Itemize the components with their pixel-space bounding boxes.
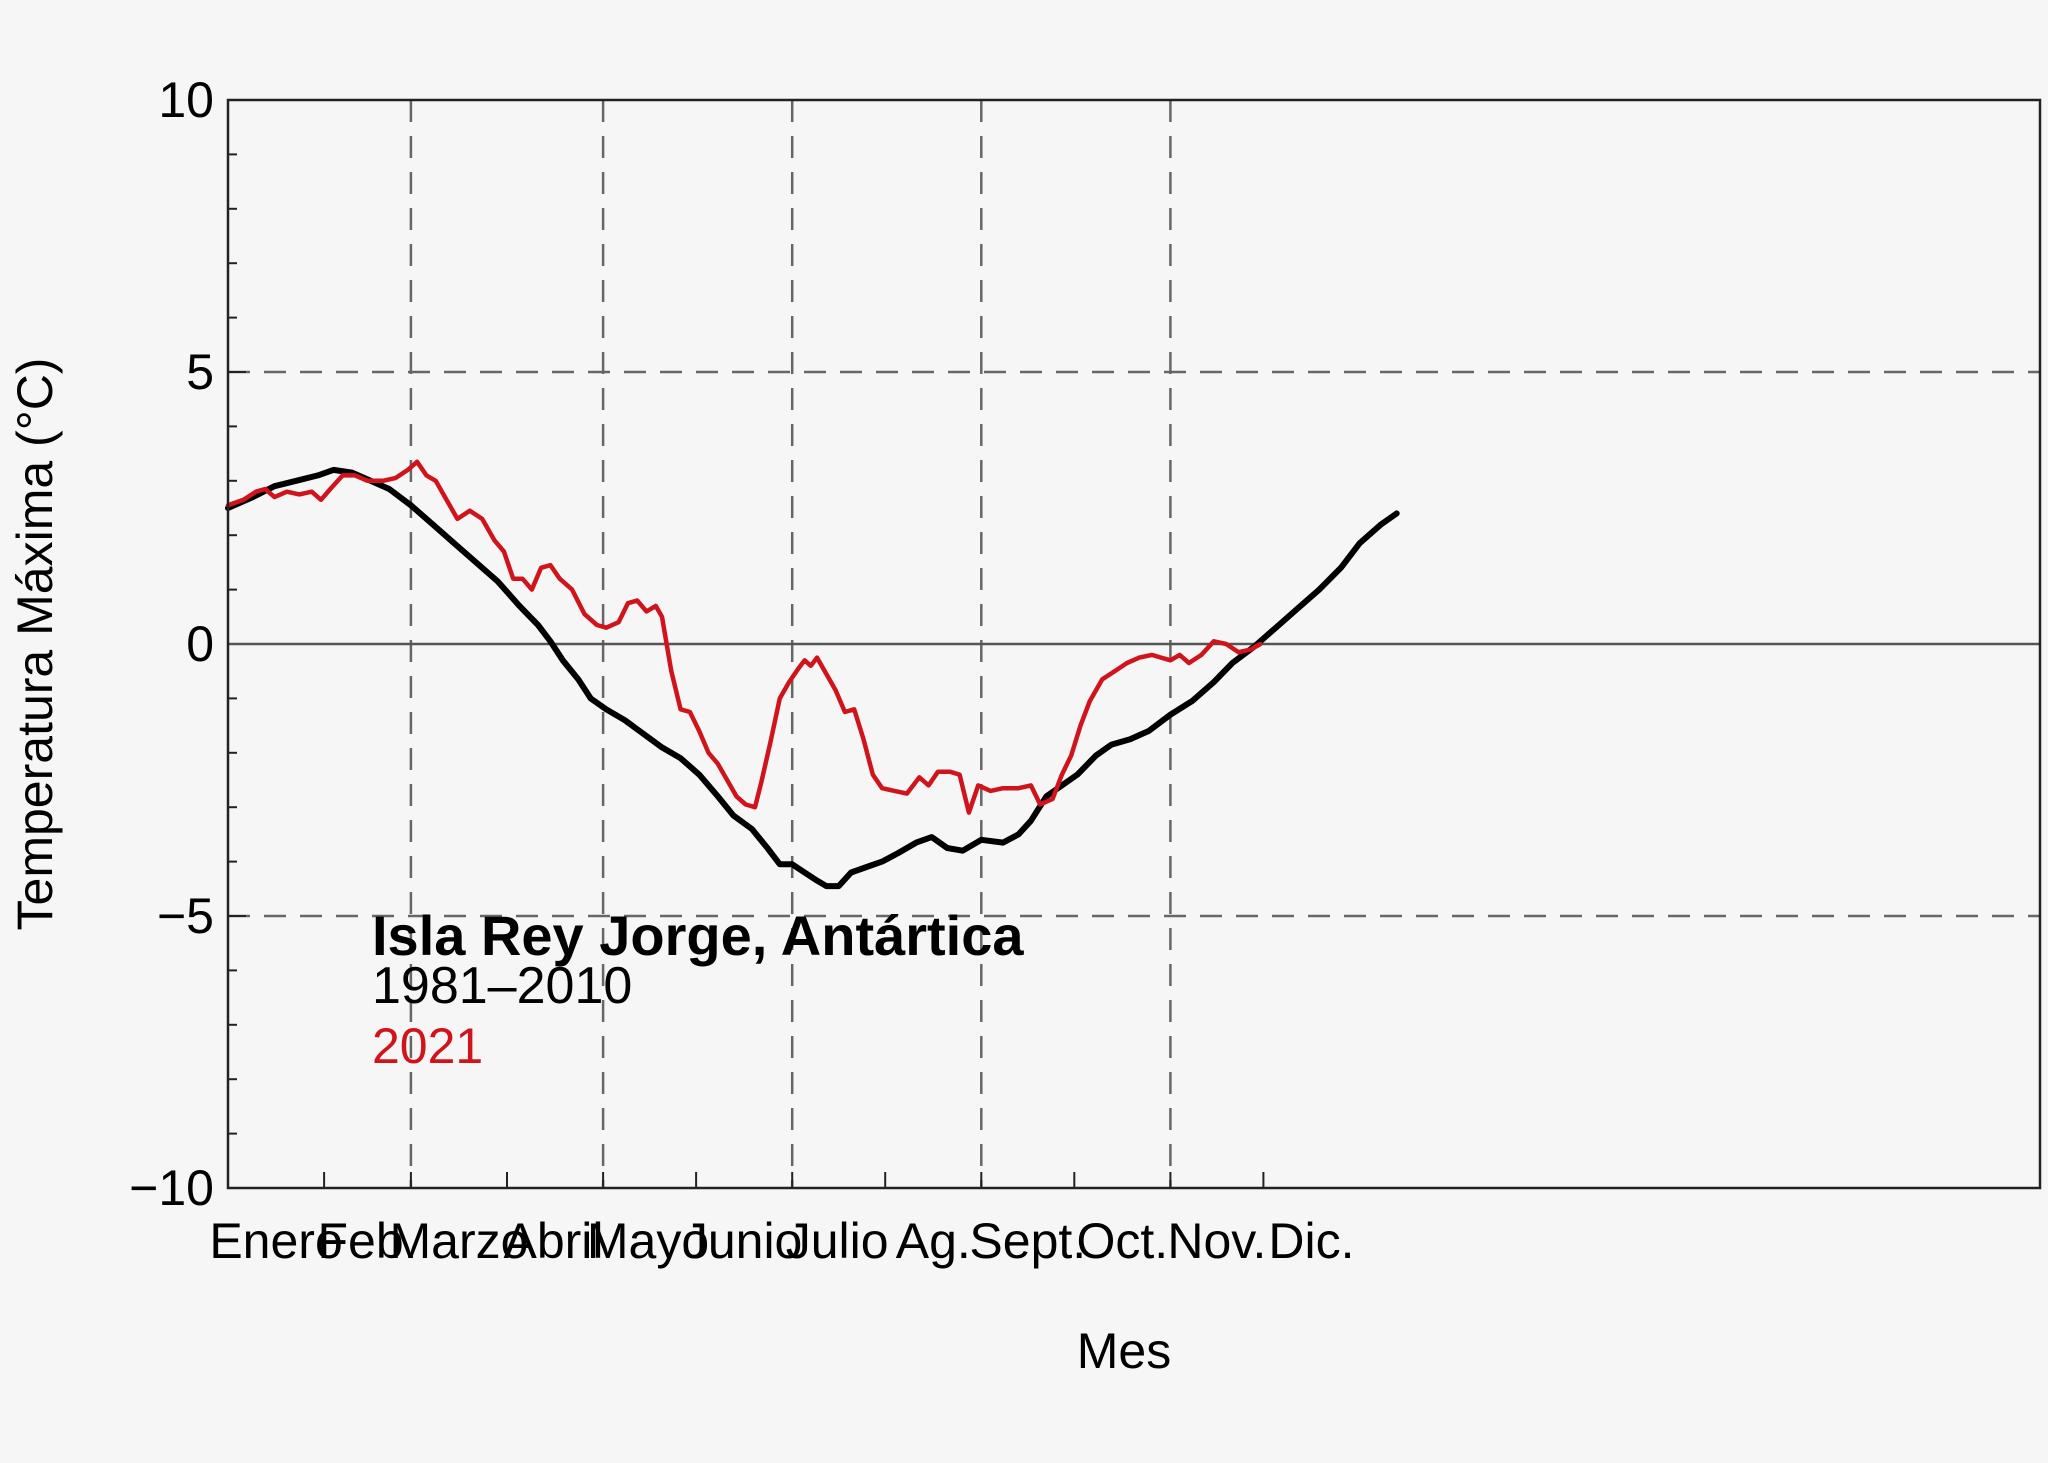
x-month-label: Oct. bbox=[1077, 1213, 1169, 1269]
x-month-label: Nov. bbox=[1167, 1213, 1266, 1269]
station-title: Isla Rey Jorge, Antártica bbox=[372, 904, 1024, 967]
x-month-label: Julio bbox=[786, 1213, 889, 1269]
series-lines bbox=[225, 459, 1400, 890]
y-tick-label: 5 bbox=[186, 344, 214, 400]
y-axis-title: Temperatura Máxima (°C) bbox=[7, 358, 63, 931]
axis-ticks bbox=[228, 99, 1265, 1189]
x-month-label: Marzo bbox=[389, 1213, 528, 1269]
y-tick-label: −5 bbox=[157, 888, 214, 944]
y-tick-label: −10 bbox=[129, 1160, 214, 1216]
x-month-label: Feb. bbox=[317, 1213, 417, 1269]
baseline-series-line bbox=[225, 466, 1400, 890]
x-month-label: Junio bbox=[683, 1213, 803, 1269]
legend-baseline-label: 1981–2010 bbox=[372, 957, 632, 1015]
x-month-label: Sept. bbox=[969, 1213, 1086, 1269]
legend-annotation: Isla Rey Jorge, Antártica 1981–2010 2021 bbox=[372, 904, 1024, 1074]
year-2021-series-line bbox=[225, 459, 1263, 815]
x-month-label: Mayo bbox=[587, 1213, 709, 1269]
x-month-label: Ag. bbox=[896, 1213, 971, 1269]
legend-year-label: 2021 bbox=[372, 1018, 483, 1074]
plot-frame bbox=[226, 98, 2042, 1190]
x-month-label: Dic. bbox=[1268, 1213, 1354, 1269]
tick-labels: 10 5 0 −5 −10EneroFeb.MarzoAbrilMayoJunioJul… bbox=[129, 72, 1354, 1269]
x-month-label: Abril bbox=[503, 1213, 603, 1269]
y-tick-label: 0 bbox=[186, 616, 214, 672]
x-month-label: Enero bbox=[209, 1213, 342, 1269]
y-tick-label: 10 bbox=[158, 72, 214, 128]
x-axis-title: Mes bbox=[1077, 1323, 1171, 1379]
